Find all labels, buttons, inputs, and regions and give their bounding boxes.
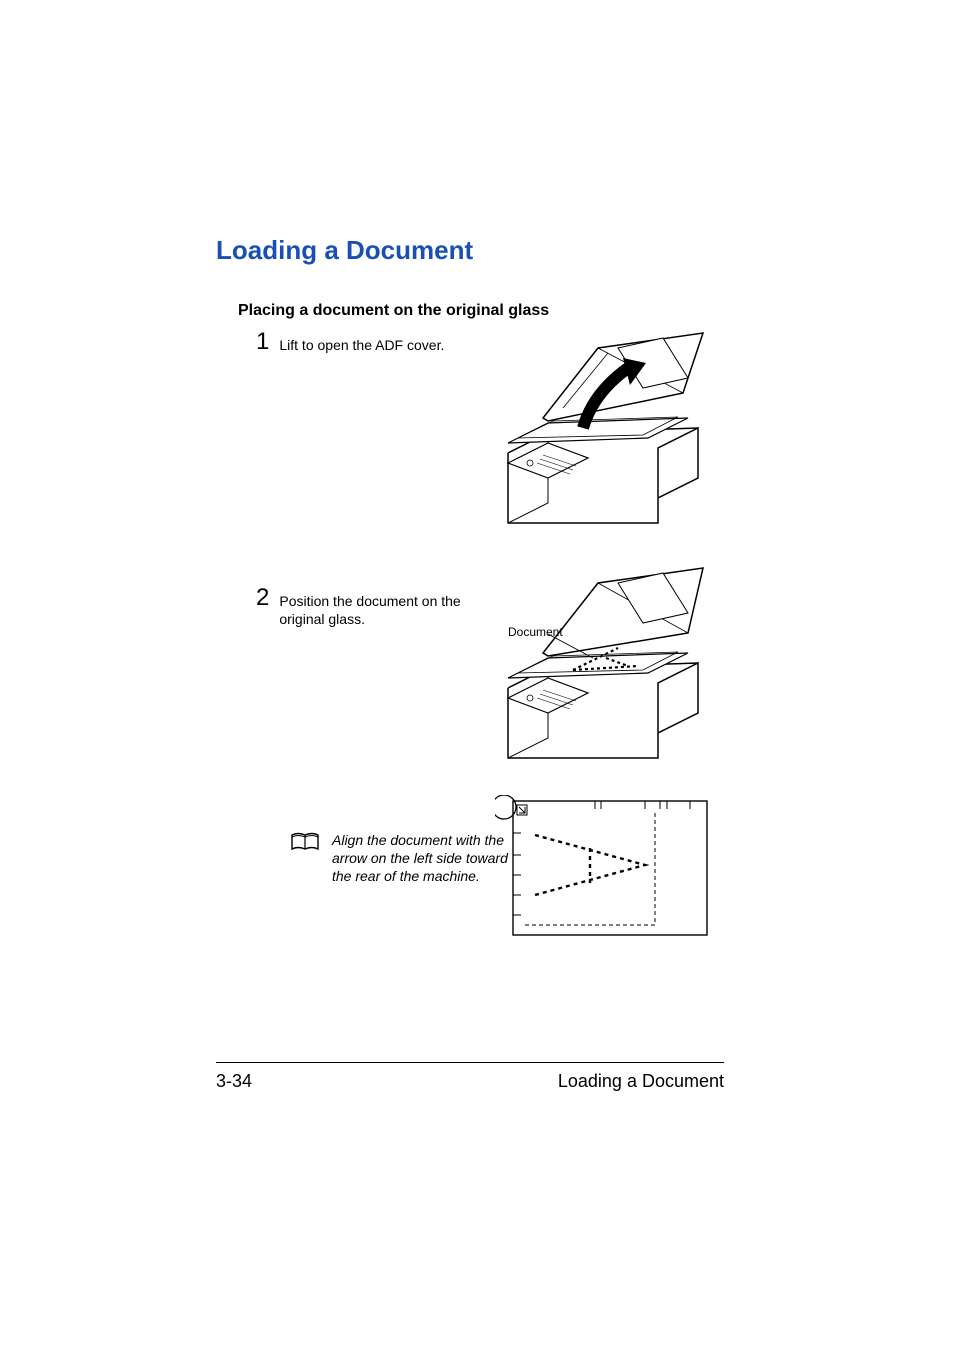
step-1-number: 1	[256, 330, 269, 354]
sub-heading: Placing a document on the original glass	[238, 302, 738, 320]
page-footer: 3-34 Loading a Document	[216, 1071, 724, 1092]
document-label: Document	[508, 625, 563, 639]
step-2-number: 2	[256, 586, 269, 610]
step-2-text: Position the document on the original gl…	[279, 586, 479, 628]
figure-document-on-glass	[488, 558, 713, 768]
main-heading: Loading a Document	[216, 235, 738, 266]
footer-rule	[216, 1062, 724, 1063]
book-icon	[290, 831, 320, 858]
note-text: Align the document with the arrow on the…	[332, 831, 508, 886]
figure-alignment	[495, 795, 715, 940]
figure-adf-open	[488, 323, 713, 533]
footer-section: Loading a Document	[558, 1071, 724, 1092]
page-number: 3-34	[216, 1071, 252, 1092]
step-1-text: Lift to open the ADF cover.	[279, 330, 444, 354]
